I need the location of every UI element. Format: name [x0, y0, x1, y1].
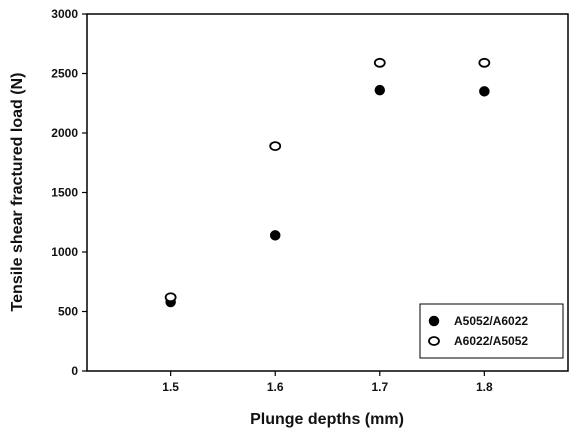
x-tick-label: 1.7: [371, 380, 388, 394]
legend-label-series-2: A6022/A5052: [454, 334, 528, 348]
data-point-series-1: [479, 86, 490, 97]
data-point-series-1: [374, 84, 386, 96]
y-axis-title: Tensile shear fractured load (N): [9, 73, 26, 312]
data-point-series-2: [478, 57, 491, 68]
y-tick-label: 500: [58, 305, 78, 319]
legend-box: [419, 303, 564, 359]
y-axis: 0 500 1000 1500 2000 2500 3000: [51, 7, 87, 378]
data-point-series-1: [269, 230, 281, 241]
legend-marker-filled: [428, 315, 440, 327]
data-point-series-2: [164, 292, 177, 303]
data-points: [164, 57, 491, 308]
legend-marker-open: [428, 336, 440, 346]
y-tick-label: 1500: [51, 186, 78, 200]
y-tick-label: 3000: [51, 7, 78, 21]
x-tick-label: 1.8: [476, 380, 493, 394]
y-tick-label: 2500: [51, 67, 78, 81]
legend: A5052/A6022 A6022/A5052: [419, 303, 564, 359]
x-axis-title: Plunge depths (mm): [250, 411, 404, 428]
data-point-series-2: [269, 141, 282, 151]
y-tick-label: 2000: [51, 126, 78, 140]
y-tick-label: 1000: [51, 245, 78, 259]
data-point-series-2: [373, 57, 386, 68]
y-tick-label: 0: [71, 364, 78, 378]
x-tick-label: 1.6: [267, 380, 284, 394]
legend-label-series-1: A5052/A6022: [454, 314, 528, 328]
x-axis: 1.5 1.6 1.7 1.8: [162, 371, 493, 394]
x-tick-label: 1.5: [162, 380, 179, 394]
